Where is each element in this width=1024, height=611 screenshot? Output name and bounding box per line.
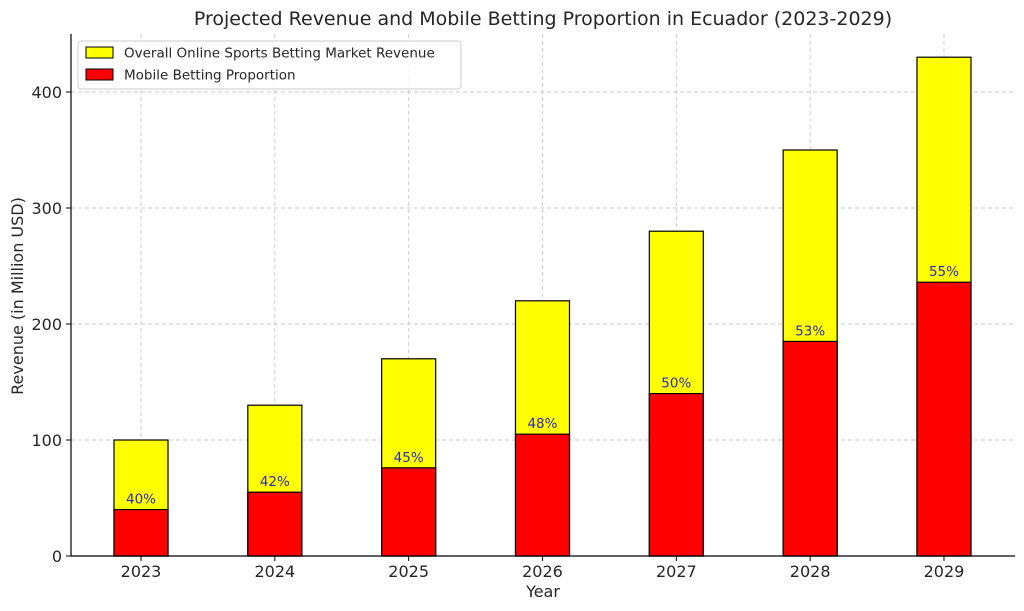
x-axis-label: Year	[525, 582, 560, 601]
bar-mobile	[648, 393, 704, 557]
axes: 0 100 200 300 400 2023 2024 2025 2026 2027 2028 202…	[31, 34, 1015, 581]
legend: Overall Online Sports Betting Market Rev…	[77, 40, 462, 90]
chart-title: Projected Revenue and Mobile Betting Pro…	[194, 8, 892, 30]
bars	[113, 56, 972, 557]
x-tick-label: 2024	[254, 562, 295, 581]
legend-label: Overall Online Sports Betting Market Rev…	[124, 46, 435, 62]
data-label: 53%	[795, 323, 825, 339]
data-label: 48%	[527, 416, 557, 432]
data-label: 42%	[260, 474, 290, 490]
legend-swatch	[85, 68, 114, 81]
legend-label: Mobile Betting Proportion	[124, 68, 296, 84]
data-label: 40%	[126, 492, 156, 508]
x-tick-label: 2028	[790, 562, 831, 581]
x-tick-label: 2026	[522, 562, 563, 581]
bar-mobile	[782, 340, 838, 557]
x-tick-label: 2029	[924, 562, 965, 581]
data-label: 50%	[661, 376, 691, 392]
bar-mobile	[514, 433, 571, 557]
y-axis-label: Revenue (in Million USD)	[8, 197, 27, 395]
x-tick-label: 2027	[656, 562, 697, 581]
data-label: 55%	[929, 264, 959, 280]
legend-box	[77, 40, 462, 90]
bar-mobile	[381, 467, 437, 557]
x-tick-label: 2025	[388, 562, 429, 581]
bar-mobile	[247, 491, 303, 557]
bar-mobile	[916, 281, 972, 557]
y-tick-label: 0	[52, 547, 62, 566]
data-labels: 40% 42% 45% 48% 50% 53% 55%	[126, 264, 959, 507]
y-tick-label: 100	[31, 431, 62, 450]
y-tick-label: 400	[31, 83, 62, 102]
x-tick-label: 2023	[121, 562, 162, 581]
data-label: 45%	[394, 450, 424, 466]
y-tick-label: 200	[31, 315, 62, 334]
legend-swatch	[85, 46, 114, 59]
bar-mobile	[113, 509, 169, 557]
y-tick-label: 300	[31, 199, 62, 218]
